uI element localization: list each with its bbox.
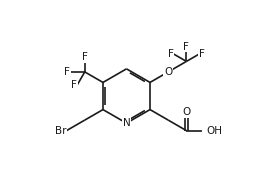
Text: F: F: [184, 41, 189, 51]
Text: F: F: [168, 49, 173, 59]
Text: O: O: [182, 107, 190, 117]
Text: O: O: [164, 67, 172, 77]
Text: F: F: [64, 67, 70, 77]
Text: OH: OH: [207, 126, 222, 136]
Text: F: F: [72, 80, 77, 90]
Text: N: N: [122, 118, 130, 128]
Text: Br: Br: [55, 126, 67, 136]
Text: F: F: [82, 52, 88, 62]
Text: F: F: [199, 49, 205, 59]
